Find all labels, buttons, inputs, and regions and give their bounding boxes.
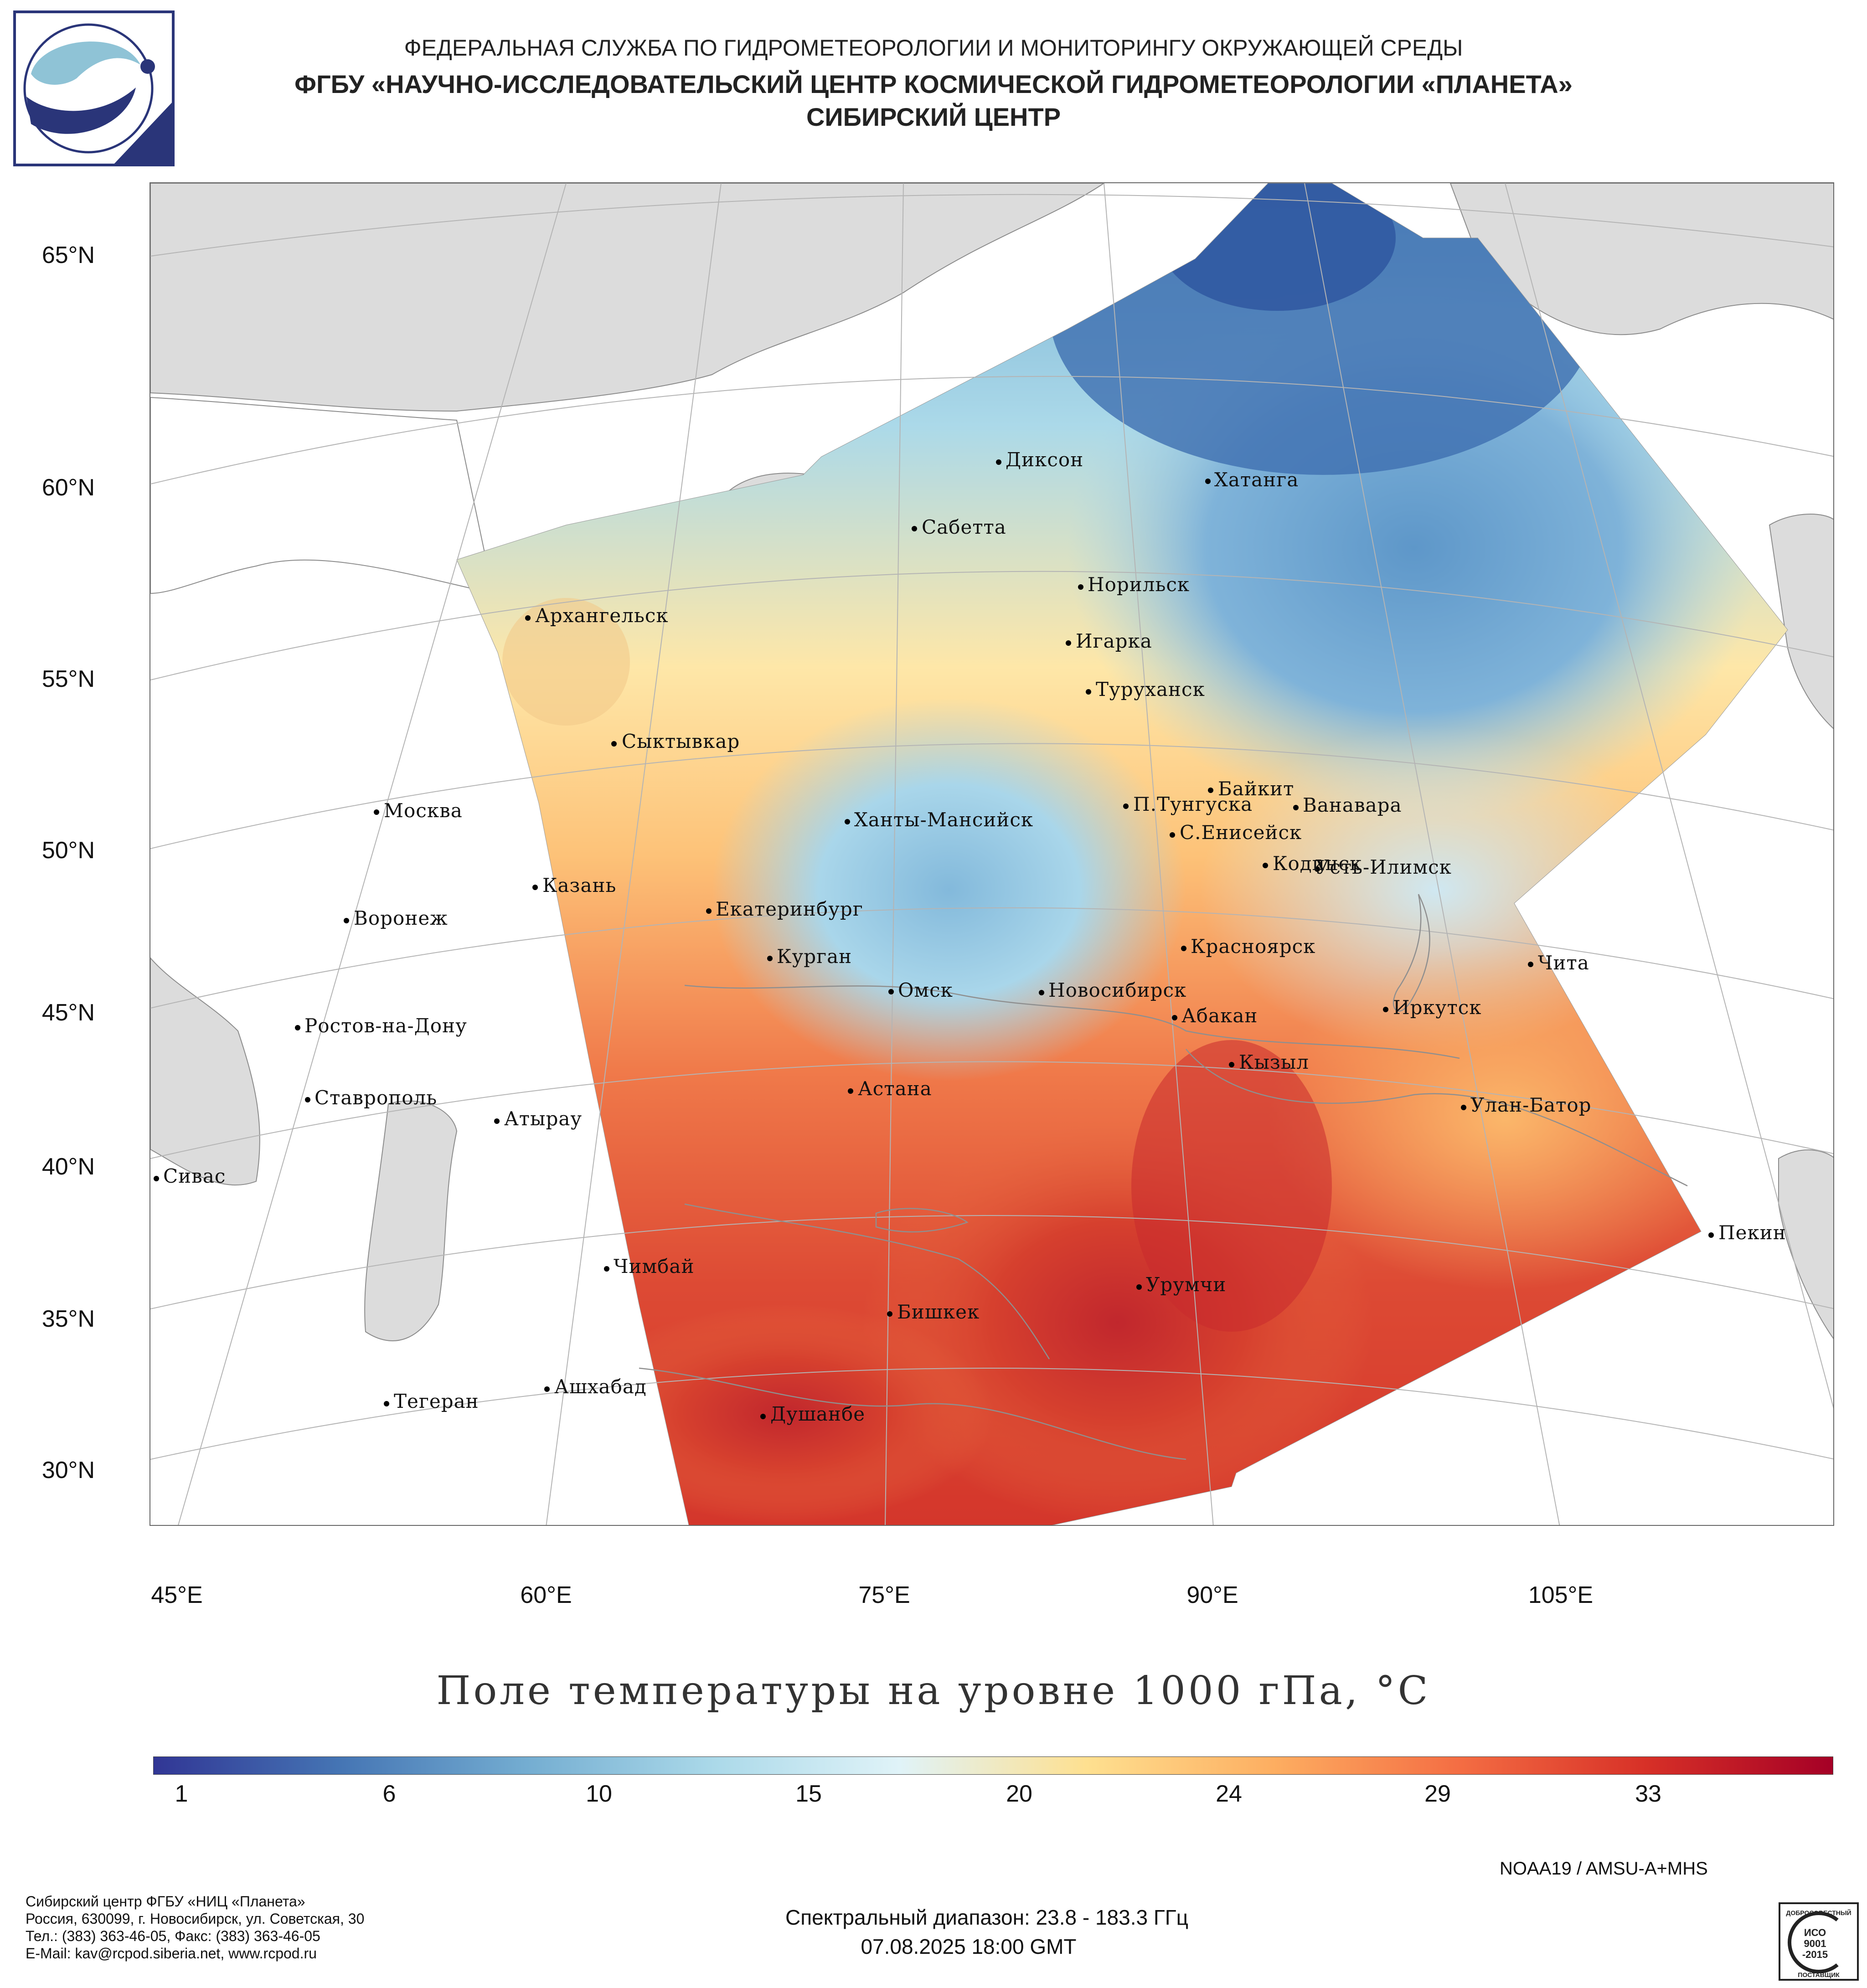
city-label-bishkek: Бишкек — [897, 1301, 980, 1323]
city-label-irkutsk: Иркутск — [1393, 996, 1482, 1019]
lat-label-40: 40°N — [41, 1154, 95, 1180]
city-label-astana: Астана — [858, 1077, 932, 1100]
city-label-sabetta: Сабетта — [922, 516, 1006, 538]
lat-label-55: 55°N — [41, 666, 95, 692]
footer-line-4: E-Mail: kav@rcpod.siberia.net, www.rcpod… — [26, 1945, 317, 1962]
city-label-urumqi: Урумчи — [1146, 1273, 1227, 1296]
colorbar-tick-33: 33 — [1635, 1781, 1661, 1807]
colorbar-tick-20: 20 — [1006, 1781, 1032, 1807]
planeta-logo — [13, 10, 175, 166]
graticule — [150, 183, 1833, 1525]
lon-label-105: 105°E — [1528, 1582, 1594, 1608]
city-label-tehran: Тегеран — [394, 1390, 479, 1412]
city-label-rostov: Ростов-на-Дону — [304, 1015, 467, 1037]
lat-label-50: 50°N — [41, 837, 95, 864]
city-label-arkhangelsk: Архангельск — [535, 604, 669, 627]
footer-line-3: Тел.: (383) 363-46-05, Факс: (383) 363-4… — [26, 1928, 320, 1944]
city-label-pekin: Пекин — [1718, 1221, 1786, 1244]
lon-label-75: 75°E — [858, 1582, 910, 1608]
city-markers — [154, 459, 1714, 1419]
city-label-s-eniseysk: С.Енисейск — [1180, 821, 1302, 844]
city-label-moskva: Москва — [384, 799, 463, 822]
city-label-kurgan: Курган — [777, 945, 852, 968]
lon-label-90: 90°E — [1186, 1582, 1238, 1608]
lat-label-65: 65°N — [41, 242, 95, 268]
city-label-ashgabat: Ашхабад — [554, 1375, 647, 1398]
colorbar — [153, 1756, 1833, 1775]
city-label-voronezh: Воронеж — [354, 907, 448, 929]
city-label-kyzyl: Кызыл — [1239, 1051, 1309, 1073]
header-organization: ФГБУ «НАУЧНО-ИССЛЕДОВАТЕЛЬСКИЙ ЦЕНТР КОС… — [294, 70, 1573, 98]
borders — [639, 894, 1688, 1460]
city-label-atyrau: Атырау — [504, 1107, 583, 1130]
sensor-label: NOAA19 / AMSU-A+MHS — [1500, 1859, 1708, 1879]
map-frame — [150, 182, 1834, 1526]
colorbar-tick-29: 29 — [1424, 1781, 1451, 1807]
iso-badge-top: ДОБРОСОВЕСТНЫЙ — [1786, 1909, 1851, 1916]
colorbar-tick-6: 6 — [382, 1781, 396, 1807]
city-label-norilsk: Норильск — [1088, 573, 1190, 596]
map-canvas — [150, 183, 1833, 1525]
land-outside-swath — [150, 183, 1833, 1341]
city-label-p-tunguska: П.Тунгуска — [1133, 793, 1253, 815]
city-label-omsk: Омск — [898, 979, 953, 1001]
city-label-kodinsk: Кодинск — [1273, 852, 1362, 875]
footer-line-1: Сибирский центр ФГБУ «НИЦ «Планета» — [26, 1893, 305, 1910]
city-label-igarka: Игарка — [1076, 630, 1152, 652]
colorbar-tick-15: 15 — [795, 1781, 822, 1807]
city-label-khatanga: Хатанга — [1214, 469, 1299, 491]
colorbar-tick-10: 10 — [586, 1781, 612, 1807]
city-label-krasnoyarsk: Красноярск — [1191, 935, 1316, 958]
city-label-kazan: Казань — [542, 874, 617, 896]
iso-badge-label2: 9001 — [1804, 1938, 1826, 1949]
iso-badge-label3: -2015 — [1802, 1949, 1828, 1960]
lat-label-60: 60°N — [41, 474, 95, 501]
map-title: Поле температуры на уровне 1000 гПа, °C — [436, 1668, 1431, 1714]
spectral-range: Спектральный диапазон: 23.8 - 183.3 ГГц — [785, 1906, 1189, 1929]
city-label-baykit: Байкит — [1218, 778, 1295, 800]
city-label-ekaterinburg: Екатеринбург — [716, 898, 863, 920]
sea-outside — [150, 397, 494, 594]
header-center: СИБИРСКИЙ ЦЕНТР — [806, 103, 1061, 131]
city-label-syktyvkar: Сыктывкар — [622, 730, 740, 752]
city-label-stavropol: Ставрополь — [315, 1087, 438, 1109]
city-label-chimbay: Чимбай — [614, 1255, 695, 1277]
city-label-dushanbe: Душанбе — [770, 1403, 866, 1425]
city-label-dikson: Диксон — [1006, 448, 1084, 471]
lon-label-45: 45°E — [151, 1582, 203, 1608]
header-agency: ФЕДЕРАЛЬНАЯ СЛУЖБА ПО ГИДРОМЕТЕОРОЛОГИИ … — [404, 35, 1463, 61]
colorbar-tick-24: 24 — [1216, 1781, 1242, 1807]
lat-label-30: 30°N — [41, 1457, 95, 1483]
city-label-chita: Чита — [1538, 952, 1589, 974]
city-label-ulan-bator: Улан-Батор — [1470, 1094, 1592, 1116]
observation-datetime: 07.08.2025 18:00 GMT — [861, 1935, 1077, 1958]
city-label-abakan: Абакан — [1181, 1004, 1258, 1027]
city-label-ust-ilimsk: Усть-Илимск — [1315, 856, 1452, 878]
lat-label-45: 45°N — [41, 999, 95, 1026]
footer-line-2: Россия, 630099, г. Новосибирск, ул. Сове… — [26, 1911, 365, 1927]
lon-label-60: 60°E — [520, 1582, 572, 1608]
city-label-turukhansk: Туруханск — [1096, 678, 1205, 700]
city-label-khanty-mansiysk: Ханты-Мансийск — [854, 809, 1034, 831]
iso-badge-label1: ИСО — [1804, 1927, 1826, 1938]
city-label-novosibirsk: Новосибирск — [1048, 979, 1187, 1001]
iso-certification-badge: ДОБРОСОВЕСТНЫЙ ИСО 9001 -2015 ПОСТАВЩИК — [1779, 1902, 1859, 1981]
city-label-sivas: Сивас — [163, 1165, 226, 1187]
lat-label-35: 35°N — [41, 1306, 95, 1332]
colorbar-tick-1: 1 — [175, 1781, 188, 1807]
iso-badge-bottom: ПОСТАВЩИК — [1798, 1971, 1840, 1978]
city-label-vanavara: Ванавара — [1303, 794, 1402, 816]
